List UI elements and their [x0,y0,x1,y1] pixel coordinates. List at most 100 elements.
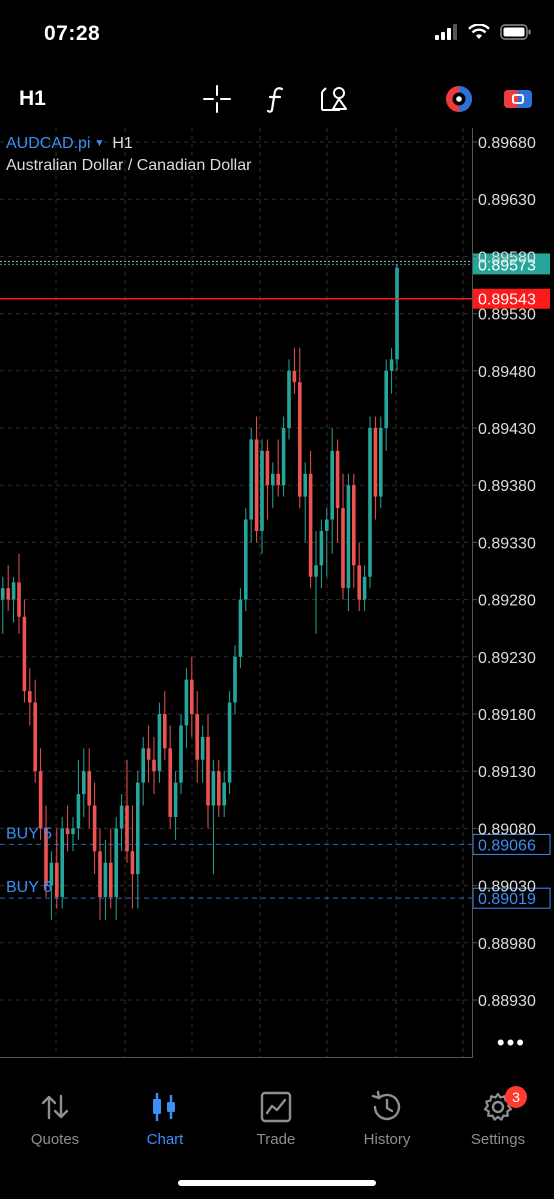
chart-symbol-header[interactable]: AUDCAD.pi ▼ H1 [6,135,133,153]
candle-body [206,736,210,806]
home-indicator[interactable] [178,1180,376,1186]
candle-body [352,485,356,566]
one-click-trading-button[interactable] [443,83,475,115]
candle [379,416,383,509]
candle-body [168,748,172,817]
settings-badge: 3 [505,1086,527,1108]
symbol-name[interactable]: AUDCAD.pi [6,135,91,152]
objects-button[interactable] [318,83,350,115]
candle [11,576,16,623]
tab-settings-label: Settings [470,1131,526,1148]
candle [109,828,113,909]
candle [146,725,151,783]
candle [200,725,205,783]
candle [330,428,334,554]
candle [265,439,270,520]
candle [114,816,118,920]
candle [206,714,210,829]
trade-chart-icon [260,1091,292,1123]
candle-body [17,582,21,617]
status-bar: 07:28 [0,0,554,70]
candle-body [308,473,313,577]
tab-trade[interactable]: Trade [221,1085,331,1155]
price-axis-label: 0.89230 [478,650,536,667]
candle-body [244,519,248,600]
candle-body [325,519,329,531]
candle-body [227,702,232,783]
candle [341,473,345,600]
tab-chart[interactable]: Chart [110,1085,220,1155]
candle-body [249,439,253,520]
price-axis-label: 0.89430 [478,421,536,438]
candle-body [379,428,383,497]
more-options-icon[interactable]: ••• [496,1030,526,1055]
chart-toolbar: H1 [0,75,554,121]
price-axis-label: 0.89180 [478,707,536,724]
indicators-button[interactable] [260,83,292,115]
trade-button[interactable] [502,83,534,115]
candle [308,450,313,589]
candle [389,347,394,394]
candle [287,359,291,440]
price-axis-label: 0.89480 [478,364,536,381]
candle-body [357,565,361,600]
tab-history[interactable]: History [332,1085,442,1155]
candle-body [373,428,378,497]
candle-body [265,450,270,486]
order-label[interactable]: BUY 5 [6,825,52,842]
candle [260,439,264,554]
candle [119,794,124,852]
candle-body [346,485,351,589]
candle-body [330,450,334,520]
candle [254,416,259,543]
candle [71,816,75,852]
candle-body [98,851,102,898]
candle [276,439,280,497]
bid-price-tag [473,288,550,309]
candle [157,702,162,783]
price-axis-label: 0.89030 [478,879,536,896]
candle [130,805,135,909]
tab-settings[interactable]: Settings 3 [443,1085,553,1155]
candle [384,359,388,451]
crosshair-button[interactable] [201,83,233,115]
candle-body [271,473,275,486]
candle-body [44,828,48,886]
candle-body [109,862,113,898]
candle [82,748,86,817]
candle [319,519,324,589]
candle-body [389,359,394,371]
quotes-arrows-icon [41,1094,69,1120]
candle [17,553,21,634]
candle [222,771,226,817]
candle [244,508,248,612]
candle-body [49,862,54,886]
candle [136,771,140,909]
candle-body [92,805,97,852]
candle-body [190,679,194,714]
candle-body [200,736,205,760]
candle-body [314,565,318,577]
candle-body [298,382,302,497]
timeframe-button[interactable]: H1 [19,87,46,110]
tab-quotes[interactable]: Quotes [0,1085,110,1155]
order-label[interactable]: BUY 6 [6,879,52,896]
order-price-label: 0.89066 [478,837,536,854]
candle-body [82,771,86,795]
candle-body [173,782,178,817]
price-chart[interactable]: 0.89573 0.89543 BUY 5 0.89066 BUY 6 0.89019 0… [0,128,554,1058]
candle-body [157,714,162,772]
candle [352,473,356,589]
cellular-signal-icon [435,24,457,40]
candle-body [238,599,243,657]
candle-body [11,582,16,600]
candle [173,771,178,840]
candle [227,691,232,795]
status-icons [434,24,532,40]
symbol-dropdown-icon[interactable]: ▼ [94,138,105,149]
candle [292,347,297,394]
price-axis-label: 0.89280 [478,593,536,610]
candle [1,576,5,634]
symbol-description: Australian Dollar / Canadian Dollar [6,157,252,174]
candle-body [260,450,264,531]
